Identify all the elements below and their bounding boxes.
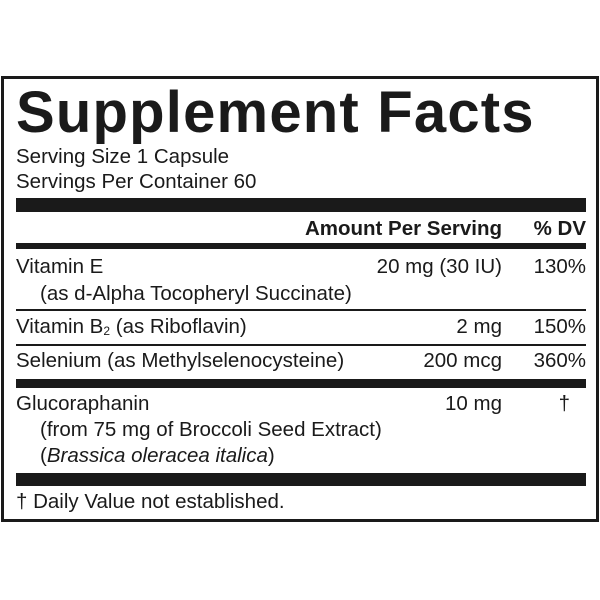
- supplement-facts-panel: Supplement Facts Serving Size 1 Capsule …: [1, 76, 599, 522]
- nutrient-latin-name: (Brassica oleracea italica): [40, 444, 275, 467]
- nutrient-amount: 2 mg: [456, 315, 502, 338]
- nutrient-dv: 130%: [533, 255, 586, 278]
- footnote: † Daily Value not established.: [16, 490, 285, 513]
- nutrient-dv: †: [558, 392, 570, 415]
- nutrient-dv: 360%: [533, 349, 586, 372]
- divider-thin: [16, 309, 586, 311]
- nutrient-name: Selenium (as Methylselenocysteine): [16, 349, 345, 372]
- serving-size: Serving Size 1 Capsule: [16, 145, 230, 168]
- nutrient-name: Glucoraphanin: [16, 392, 150, 415]
- divider-thick: [16, 379, 586, 388]
- nutrient-name: Vitamin B2 (as Riboflavin): [16, 315, 247, 338]
- divider-thick: [16, 473, 586, 486]
- nutrient-amount: 200 mcg: [423, 349, 502, 372]
- nutrient-dv: 150%: [533, 315, 586, 338]
- panel-title: Supplement Facts: [16, 80, 535, 145]
- divider-thick: [16, 198, 586, 212]
- servings-per-container: Servings Per Container 60: [16, 170, 257, 193]
- nutrient-name: Vitamin E: [16, 255, 104, 278]
- nutrient-source: (from 75 mg of Broccoli Seed Extract): [40, 418, 382, 441]
- header-amount: Amount Per Serving: [304, 217, 502, 240]
- divider-thin: [16, 344, 586, 346]
- nutrient-amount: 20 mg (30 IU): [376, 255, 502, 278]
- nutrient-amount: 10 mg: [445, 392, 502, 415]
- header-dv: % DV: [533, 217, 586, 240]
- nutrient-source: (as d-Alpha Tocopheryl Succinate): [40, 282, 352, 305]
- divider-medium: [16, 243, 586, 249]
